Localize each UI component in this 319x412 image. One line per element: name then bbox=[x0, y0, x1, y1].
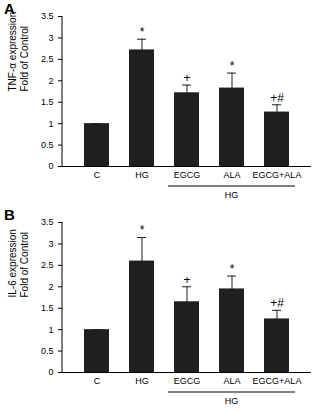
svg-text:HG: HG bbox=[225, 190, 239, 200]
html-text:B: B bbox=[4, 206, 15, 223]
svg-text:1: 1 bbox=[48, 119, 53, 129]
svg-text:2.5: 2.5 bbox=[41, 54, 54, 64]
svg-text:ALA: ALA bbox=[223, 170, 240, 180]
svg-text:*: * bbox=[140, 223, 145, 237]
svg-text:C: C bbox=[94, 170, 101, 180]
svg-text:+#: +# bbox=[270, 296, 284, 310]
svg-text:*: * bbox=[140, 25, 145, 39]
svg-text:0.5: 0.5 bbox=[41, 346, 54, 356]
svg-text:EGCG: EGCG bbox=[174, 376, 201, 386]
svg-text:2.5: 2.5 bbox=[41, 260, 54, 270]
svg-text:TNF-α expressionFold of Contro: TNF-α expressionFold of Control bbox=[7, 12, 30, 92]
svg-text:1.5: 1.5 bbox=[41, 97, 54, 107]
svg-text:HG: HG bbox=[135, 376, 149, 386]
svg-text:IL-6 expressionFold of Control: IL-6 expressionFold of Control bbox=[7, 229, 30, 297]
svg-text:3: 3 bbox=[48, 239, 53, 249]
svg-text:0: 0 bbox=[48, 367, 53, 377]
svg-text:EGCG: EGCG bbox=[174, 170, 201, 180]
svg-text:HG: HG bbox=[135, 170, 149, 180]
svg-text:*: * bbox=[230, 59, 235, 73]
svg-text:3.5: 3.5 bbox=[41, 217, 54, 227]
svg-text:3: 3 bbox=[48, 33, 53, 43]
svg-text:1.5: 1.5 bbox=[41, 303, 54, 313]
html-text:A: A bbox=[4, 0, 15, 17]
svg-text:0: 0 bbox=[48, 161, 53, 171]
svg-text:2: 2 bbox=[48, 76, 53, 86]
svg-text:+: + bbox=[183, 273, 190, 287]
svg-text:ALA: ALA bbox=[223, 376, 240, 386]
svg-text:HG: HG bbox=[225, 396, 239, 406]
svg-text:+: + bbox=[183, 71, 190, 85]
svg-text:1: 1 bbox=[48, 325, 53, 335]
svg-text:0.5: 0.5 bbox=[41, 140, 54, 150]
svg-text:*: * bbox=[230, 262, 235, 276]
svg-text:EGCG+ALA: EGCG+ALA bbox=[253, 376, 302, 386]
svg-text:C: C bbox=[94, 376, 101, 386]
svg-text:EGCG+ALA: EGCG+ALA bbox=[253, 170, 302, 180]
svg-text:2: 2 bbox=[48, 282, 53, 292]
svg-text:3.5: 3.5 bbox=[41, 11, 54, 21]
svg-text:+#: +# bbox=[270, 91, 284, 105]
